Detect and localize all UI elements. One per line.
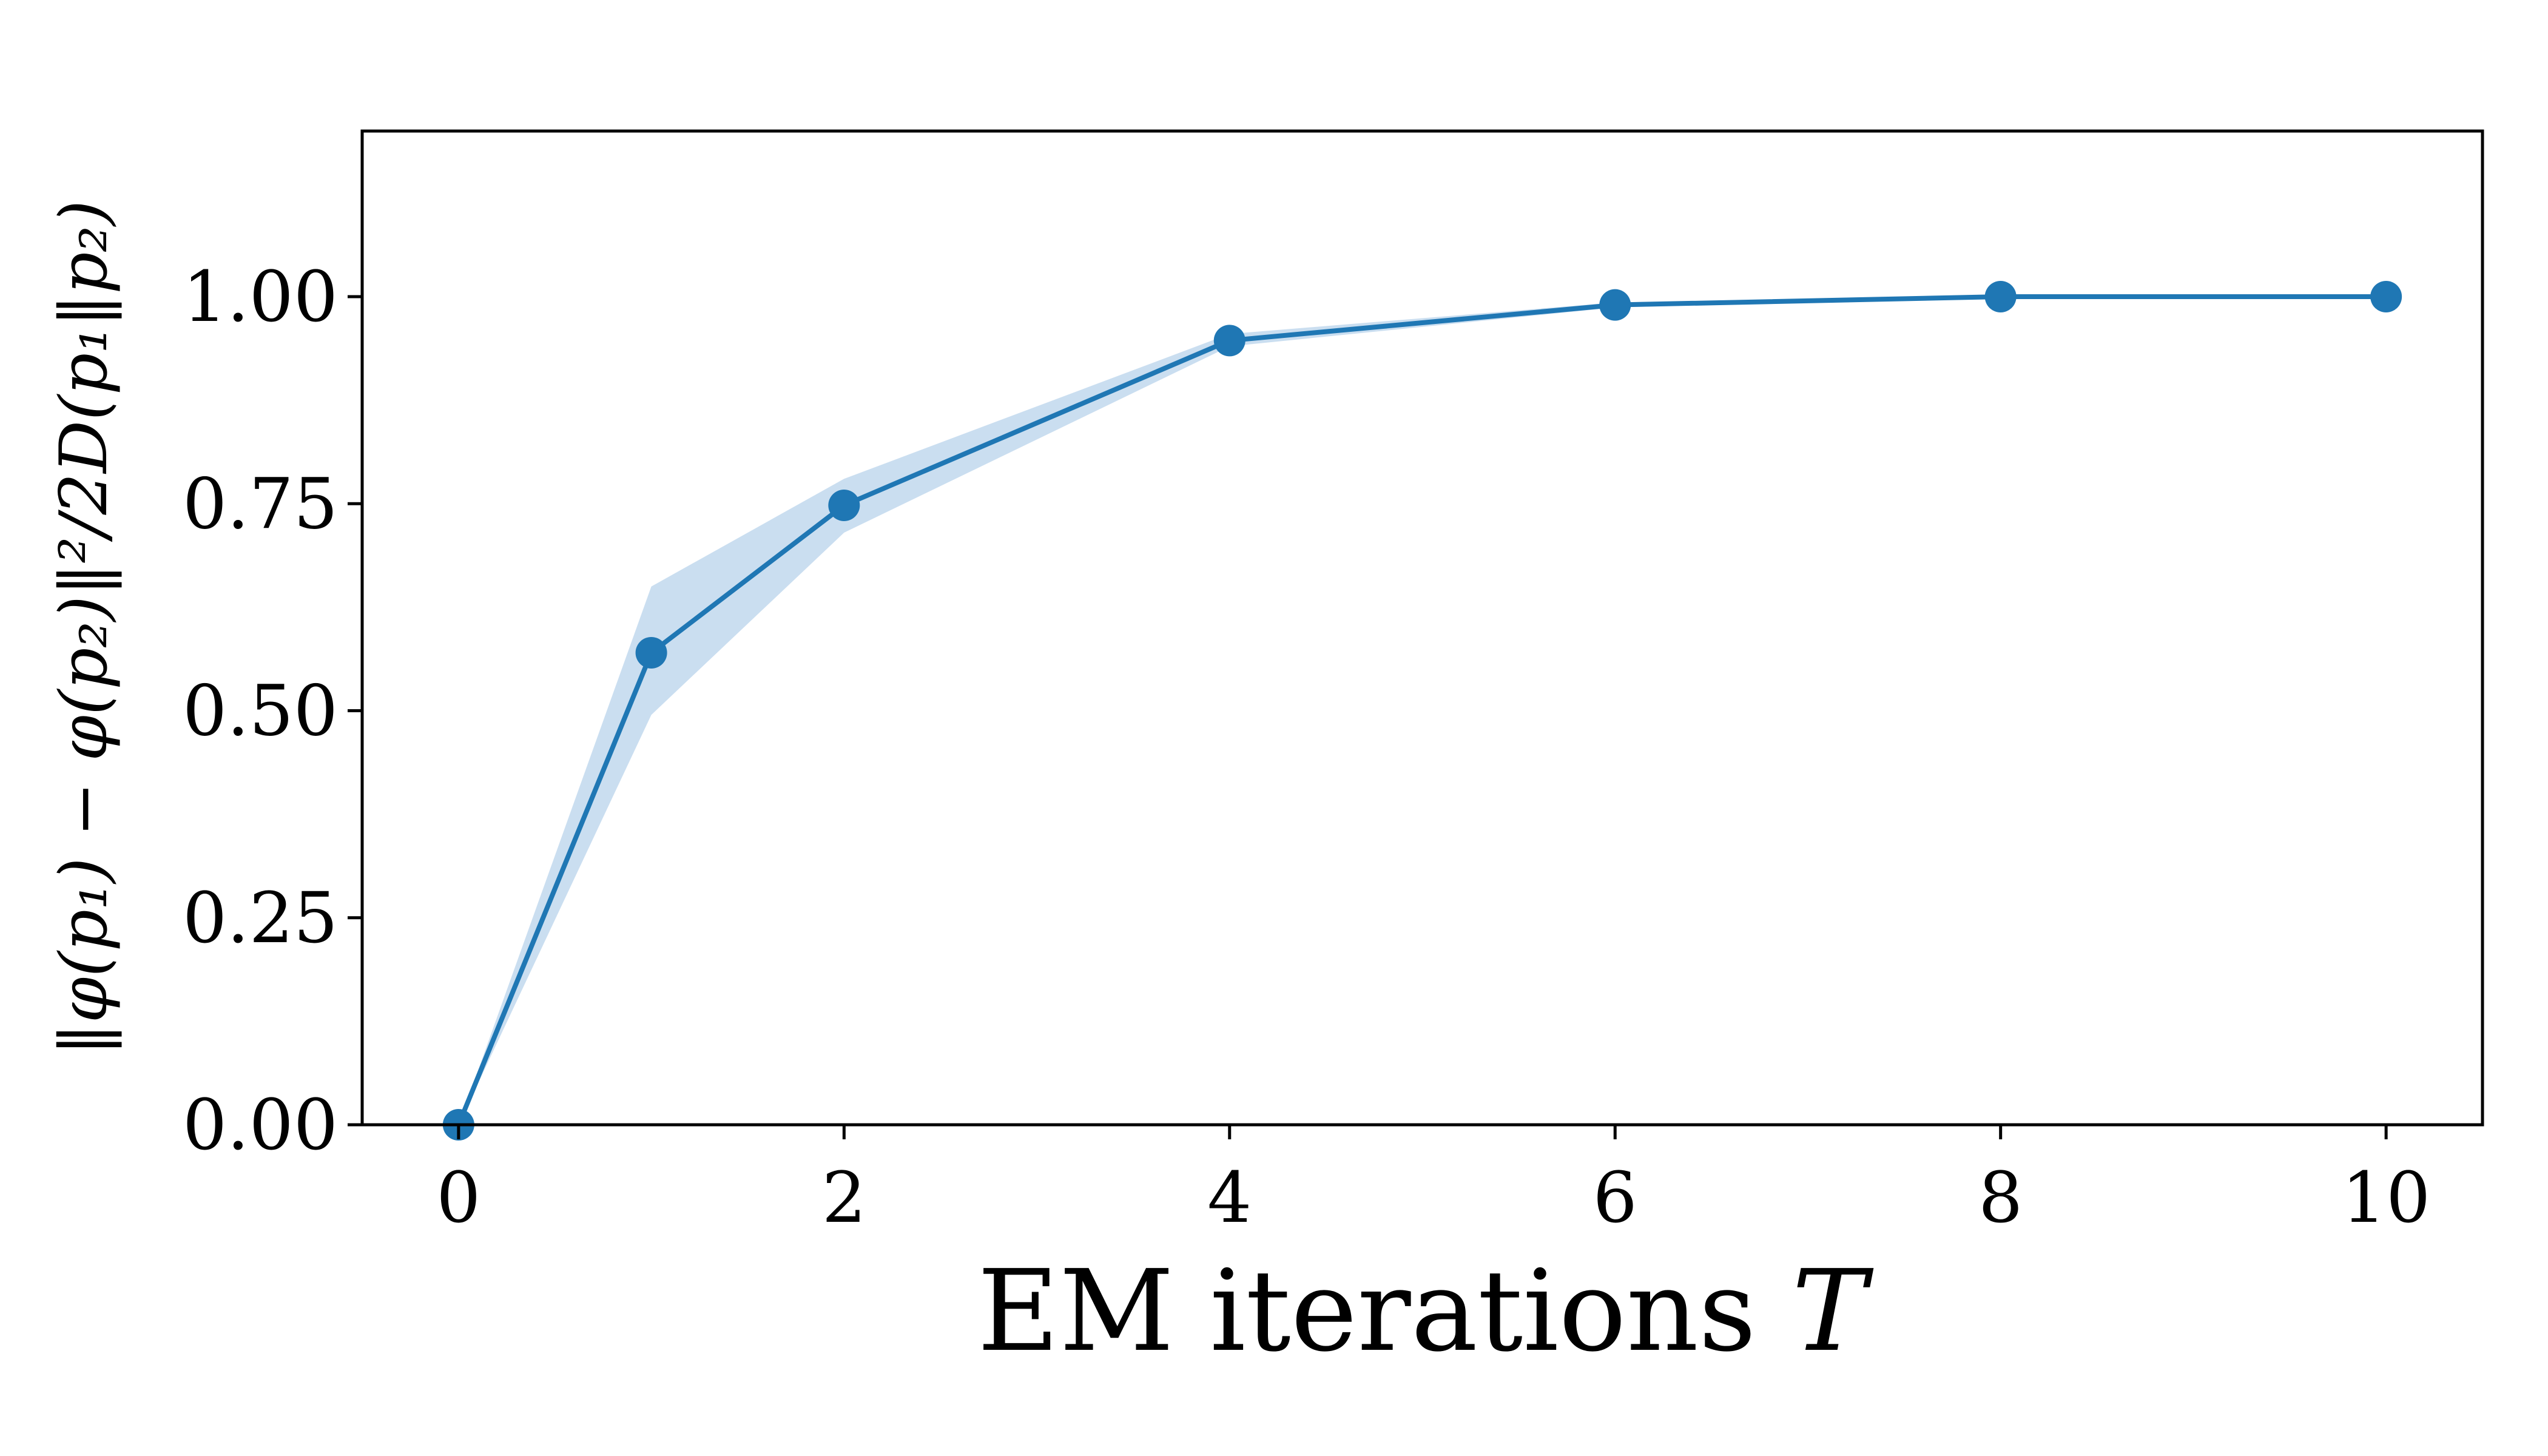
x-axis-title: EM iterations T bbox=[977, 1245, 1874, 1377]
plot-area bbox=[442, 281, 2402, 1141]
x-tick-label: 6 bbox=[1593, 1158, 1637, 1239]
x-tick-label: 8 bbox=[1978, 1158, 2023, 1239]
x-axis-title-variable: T bbox=[1792, 1245, 1874, 1377]
y-axis-ticks: 0.00 0.25 0.50 0.75 1.00 bbox=[183, 257, 362, 1166]
y-tick-label: 0.50 bbox=[183, 671, 338, 752]
y-axis-title: ‖φ(p₁) − φ(p₂)‖²/2D(p₁‖p₂) bbox=[46, 200, 122, 1056]
x-tick-label: 4 bbox=[1207, 1158, 1252, 1239]
data-point bbox=[1599, 289, 1631, 321]
y-tick-label: 0.25 bbox=[183, 878, 338, 959]
x-tick-label: 2 bbox=[822, 1158, 866, 1239]
x-tick-label: 0 bbox=[436, 1158, 480, 1239]
data-point bbox=[1213, 325, 1245, 357]
y-tick-label: 0.75 bbox=[183, 463, 338, 545]
x-axis-ticks: 0 2 4 6 8 10 bbox=[436, 1125, 2430, 1239]
x-axis-title-text: EM iterations bbox=[977, 1245, 1756, 1377]
data-point bbox=[1984, 281, 2017, 312]
data-point bbox=[2370, 281, 2402, 312]
y-tick-label: 1.00 bbox=[183, 257, 338, 338]
data-point bbox=[828, 489, 860, 521]
axes-frame bbox=[360, 129, 2484, 1127]
y-tick-label: 0.00 bbox=[183, 1085, 338, 1166]
x-tick-label: 10 bbox=[2342, 1158, 2430, 1239]
data-point bbox=[635, 636, 667, 669]
